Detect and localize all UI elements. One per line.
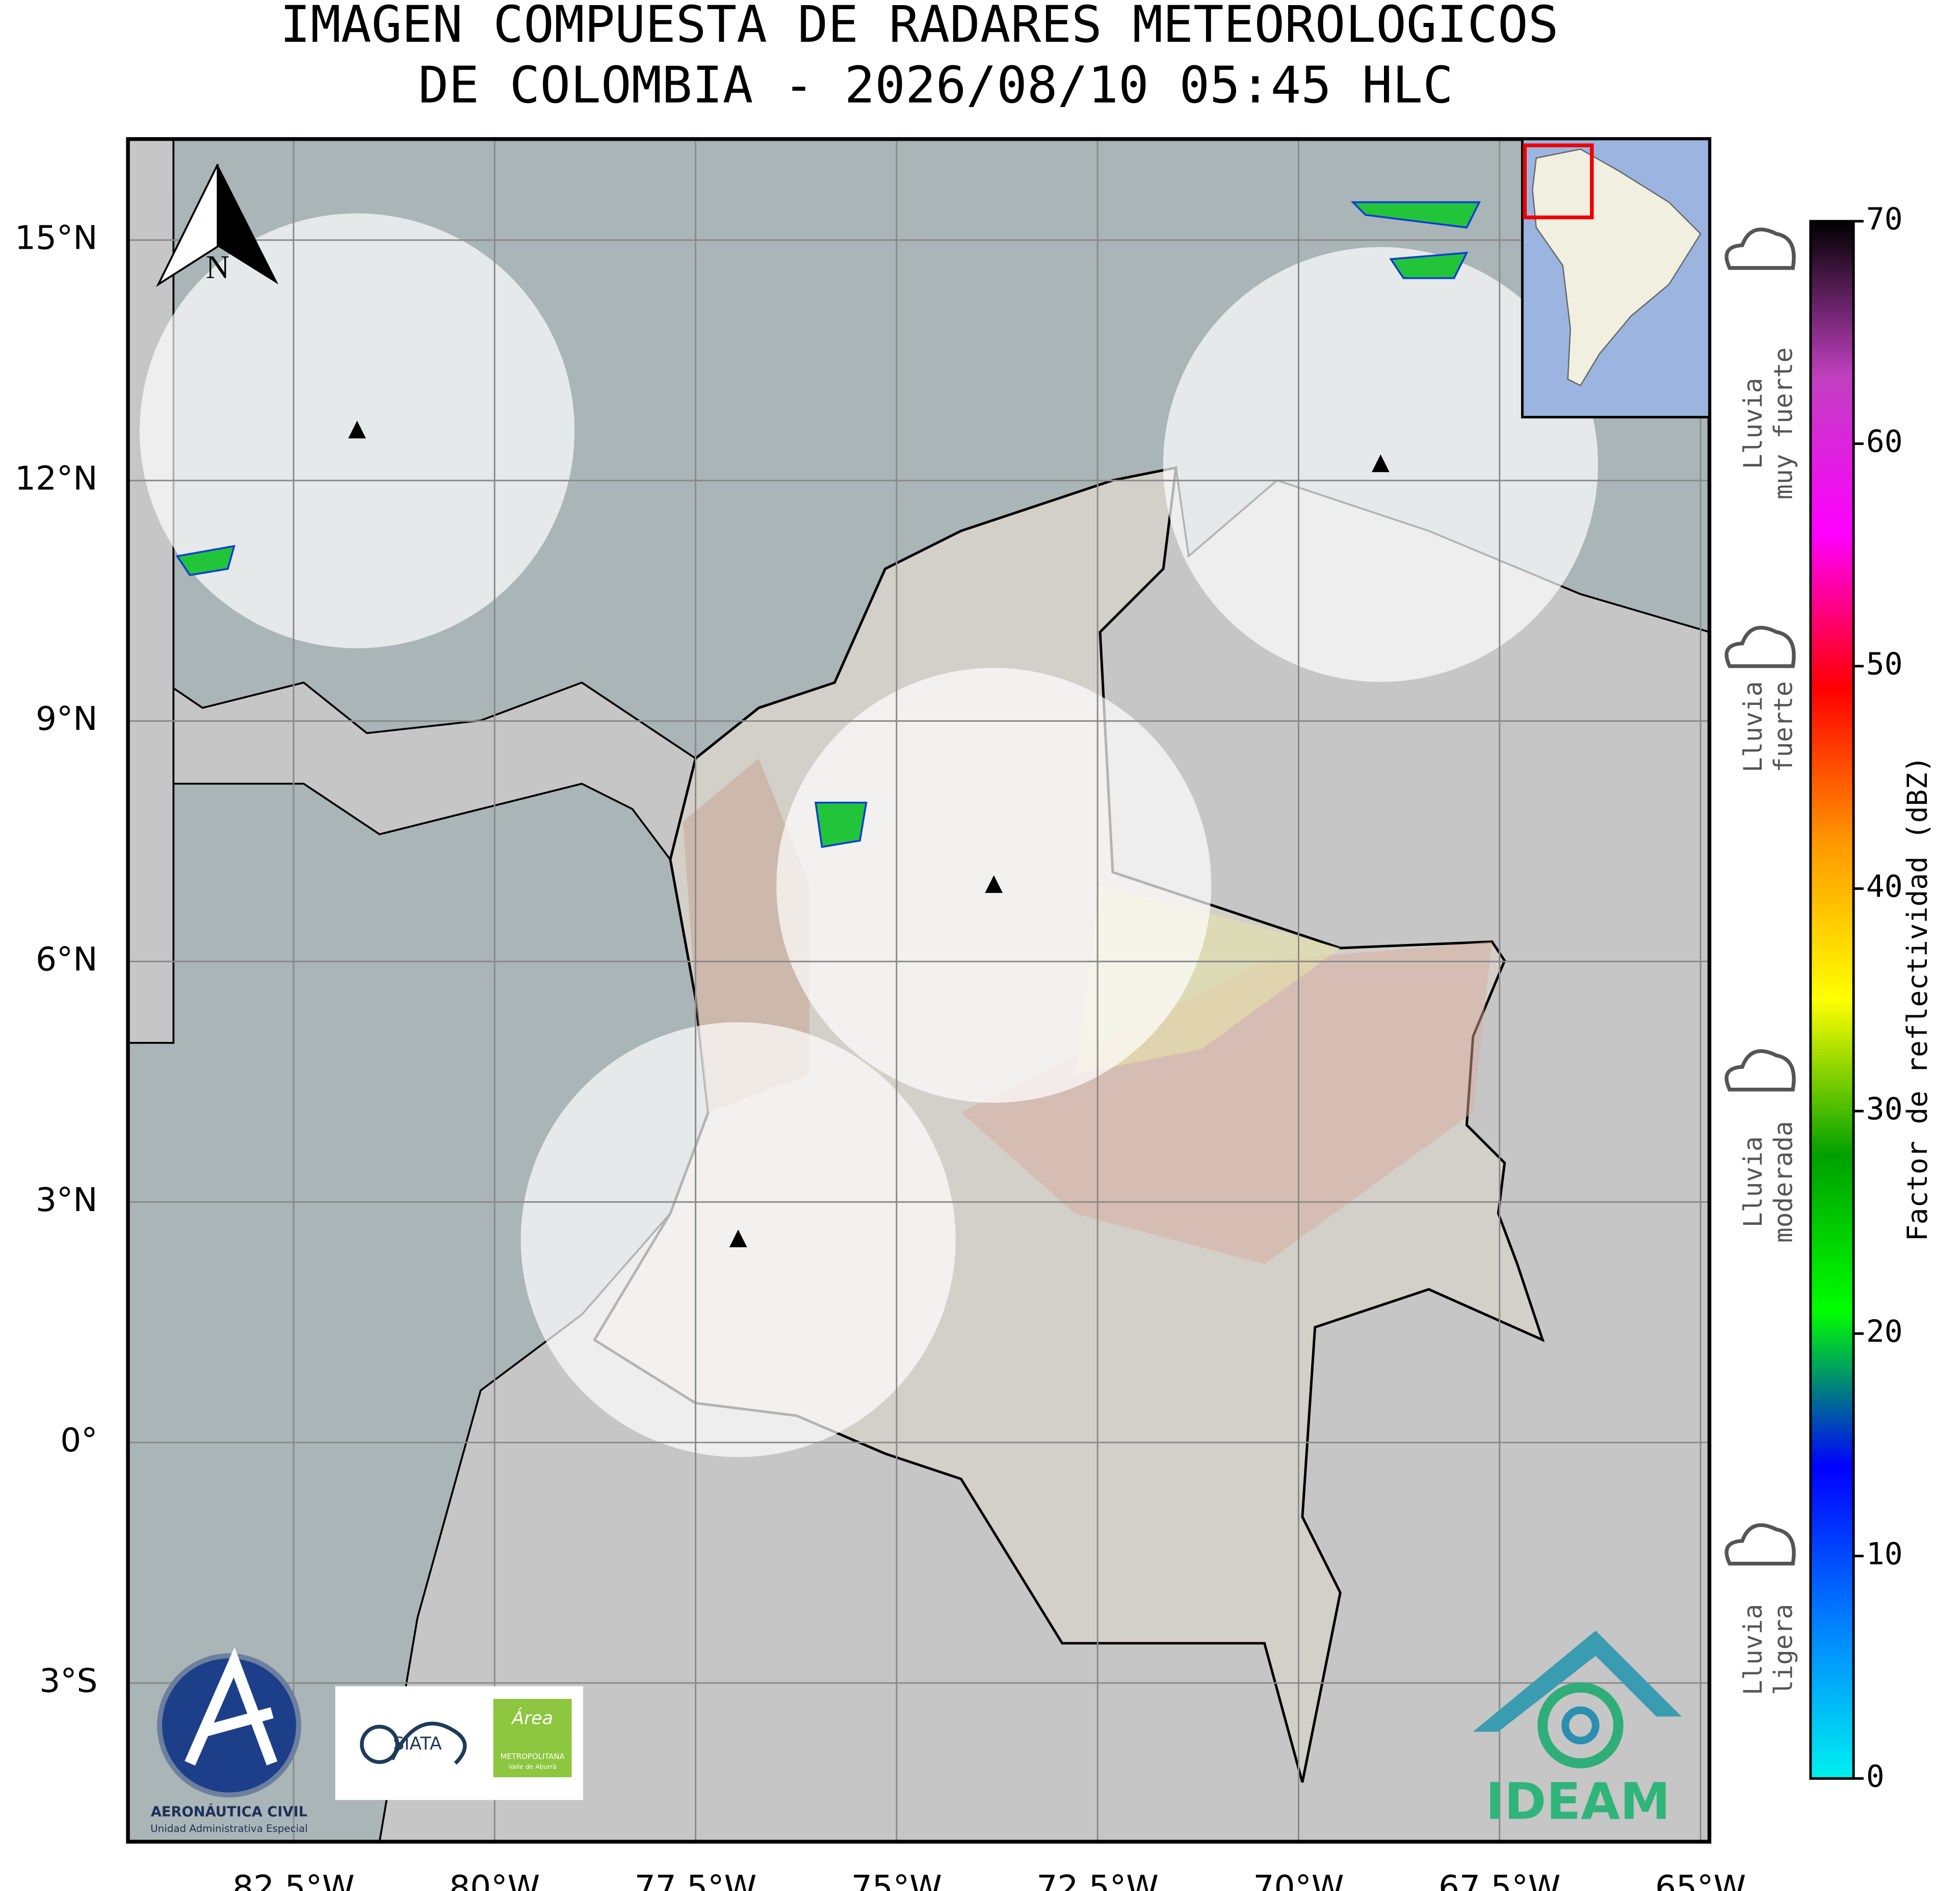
area-text: Área <box>511 1708 553 1729</box>
rain-category-label: moderada <box>1769 1121 1798 1243</box>
y-tick-label: 3°S <box>39 1662 97 1700</box>
colorbar-scale <box>1809 220 1855 1780</box>
colorbar-tick-label: 70 <box>1866 202 1903 237</box>
rain-category-label: muy fuerte <box>1769 348 1798 500</box>
radar-site <box>985 875 1003 893</box>
area-subtext: METROPOLITANA <box>501 1752 565 1761</box>
radar-site <box>1371 454 1390 472</box>
y-tick-label: 6°N <box>36 940 97 979</box>
y-tick-label: 9°N <box>36 700 97 738</box>
x-tick-label: 82.5°W <box>232 1869 355 1891</box>
north-label: N <box>206 249 230 285</box>
x-tick-label: 77.5°W <box>635 1869 757 1891</box>
colorbar-tick-label: 40 <box>1866 870 1903 905</box>
rain-category-label: Lluvia <box>1738 378 1768 469</box>
axes: 82.5°W 80°W 77.5°W 75°W 72.5°W 70°W 67.5°W 65°W… <box>15 219 1746 1891</box>
x-tick-label: 67.5°W <box>1439 1869 1561 1891</box>
y-tick-label: 12°N <box>15 459 98 497</box>
precip-zone <box>961 941 1492 1264</box>
colorbar-tick-label: 30 <box>1866 1092 1903 1127</box>
colorbar: Factor de reflectividad (dBZ) 0 10 20 30 40 5… <box>1809 202 1933 1794</box>
cloud-icon <box>1724 227 1796 270</box>
y-tick-label: 0° <box>60 1422 97 1460</box>
siata-cloud <box>390 1721 467 1765</box>
x-tick-label: 80°W <box>449 1869 540 1891</box>
aerocivil-logo: AERONÁUTICA CIVIL Unidad Administrativa … <box>150 1647 308 1834</box>
rain-category-label: Lluvia <box>1738 681 1768 772</box>
radar-site <box>729 1229 747 1248</box>
rain-category-label: ligera <box>1769 1604 1798 1695</box>
ideam-roof <box>1473 1631 1682 1732</box>
rain-category-label: fuerte <box>1769 681 1798 772</box>
logo-text: AERONÁUTICA CIVIL <box>151 1804 307 1820</box>
rain-category-label: Lluvia <box>1738 1604 1768 1695</box>
colorbar-label: Factor de reflectividad (dBZ) <box>1901 756 1933 1241</box>
title-line: DE COLOMBIA - 2026/08/10 05:45 HLC <box>419 56 1453 115</box>
x-tick-label: 70°W <box>1253 1869 1344 1891</box>
rain-category-label: Lluvia <box>1738 1136 1768 1227</box>
inset-highlight <box>1523 143 1594 220</box>
map-area <box>128 139 1710 1842</box>
cloud-icon <box>1724 1523 1796 1566</box>
echo <box>175 201 1481 848</box>
y-tick-label: 15°N <box>15 219 98 257</box>
ideam-swirl <box>1537 1682 1624 1769</box>
siata-sun <box>360 1724 399 1764</box>
map-frame <box>126 137 1712 1844</box>
siata-text: SIATA <box>393 1734 442 1754</box>
logo-subtext: Unidad Administrativa Especial <box>150 1823 308 1834</box>
ideam-text: IDEAM <box>1485 1773 1670 1831</box>
x-tick-label: 65°W <box>1655 1869 1746 1891</box>
partner-logos: SIATA Área METROPOLITANA Valle de Aburrá <box>335 1686 583 1800</box>
inset-land <box>1531 148 1702 387</box>
colorbar-tick-label: 60 <box>1866 425 1903 460</box>
colorbar-tick-label: 10 <box>1866 1537 1903 1572</box>
radars <box>348 421 1390 1248</box>
colorbar-tick-label: 20 <box>1866 1314 1903 1349</box>
cloud-icon <box>1724 1049 1796 1092</box>
area-box <box>493 1699 572 1777</box>
y-tick-label: 3°N <box>36 1181 97 1219</box>
radar-site <box>348 421 366 439</box>
colorbar-tick-label: 0 <box>1866 1759 1885 1794</box>
ideam-logo: IDEAM <box>1473 1631 1682 1831</box>
area-subtext: Valle de Aburrá <box>508 1763 557 1770</box>
title-line: IMAGEN COMPUESTA DE RADARES METEOROLOGIC… <box>280 0 1558 54</box>
cloud-icon <box>1724 625 1796 668</box>
x-tick-label: 72.5°W <box>1036 1869 1159 1891</box>
colorbar-tick-label: 50 <box>1866 647 1903 682</box>
x-tick-label: 75°W <box>851 1869 942 1891</box>
inset-map <box>1521 138 1711 418</box>
ideam-swirl <box>1561 1706 1600 1745</box>
logo-glyph <box>185 1647 278 1766</box>
grid <box>128 139 1710 1842</box>
